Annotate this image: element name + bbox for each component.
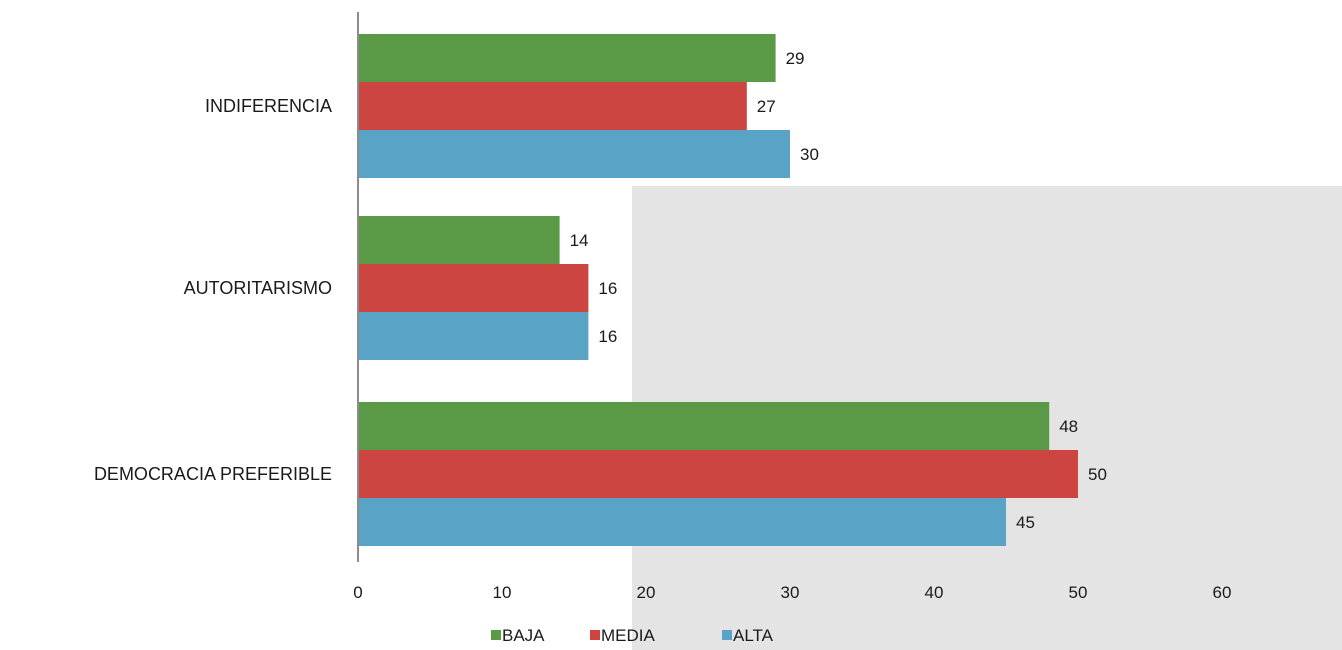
value-label: 14 [570,231,589,250]
x-tick-label: 30 [781,583,800,602]
legend-swatch-alta [722,630,732,640]
x-tick-label: 20 [637,583,656,602]
value-labels-group: 29 27 30 14 16 16 48 50 45 [570,49,1107,532]
legend-label-alta: ALTA [733,626,774,645]
x-tick-label: 10 [493,583,512,602]
legend: BAJA MEDIA ALTA [491,626,774,645]
value-label: 50 [1088,465,1107,484]
bars-group [358,34,1078,546]
legend-swatch-baja [491,630,501,640]
bar-media-3 [358,450,1078,498]
legend-label-baja: BAJA [502,626,545,645]
value-label: 16 [598,327,617,346]
value-label: 30 [800,145,819,164]
x-tick-label: 0 [353,583,362,602]
bar-baja-2 [358,216,560,264]
category-label: AUTORITARISMO [184,278,332,298]
value-label: 16 [598,279,617,298]
legend-label-media: MEDIA [601,626,656,645]
bar-media-1 [358,82,747,130]
category-label: INDIFERENCIA [205,96,332,116]
bar-baja-1 [358,34,776,82]
bar-alta-3 [358,498,1006,546]
value-label: 45 [1016,513,1035,532]
value-label: 48 [1059,417,1078,436]
x-axis-ticks-group: 0 10 20 30 40 50 60 [353,583,1231,602]
x-tick-label: 50 [1069,583,1088,602]
x-tick-label: 60 [1213,583,1232,602]
x-tick-label: 40 [925,583,944,602]
category-labels-group: INDIFERENCIA AUTORITARISMO DEMOCRACIA PREF… [94,96,332,484]
bar-baja-3 [358,402,1050,450]
bar-alta-1 [358,130,790,178]
value-label: 29 [786,49,805,68]
value-label: 27 [757,97,776,116]
legend-swatch-media [590,630,600,640]
bar-alta-2 [358,312,589,360]
bar-media-2 [358,264,589,312]
category-label: DEMOCRACIA PREFERIBLE [94,464,332,484]
